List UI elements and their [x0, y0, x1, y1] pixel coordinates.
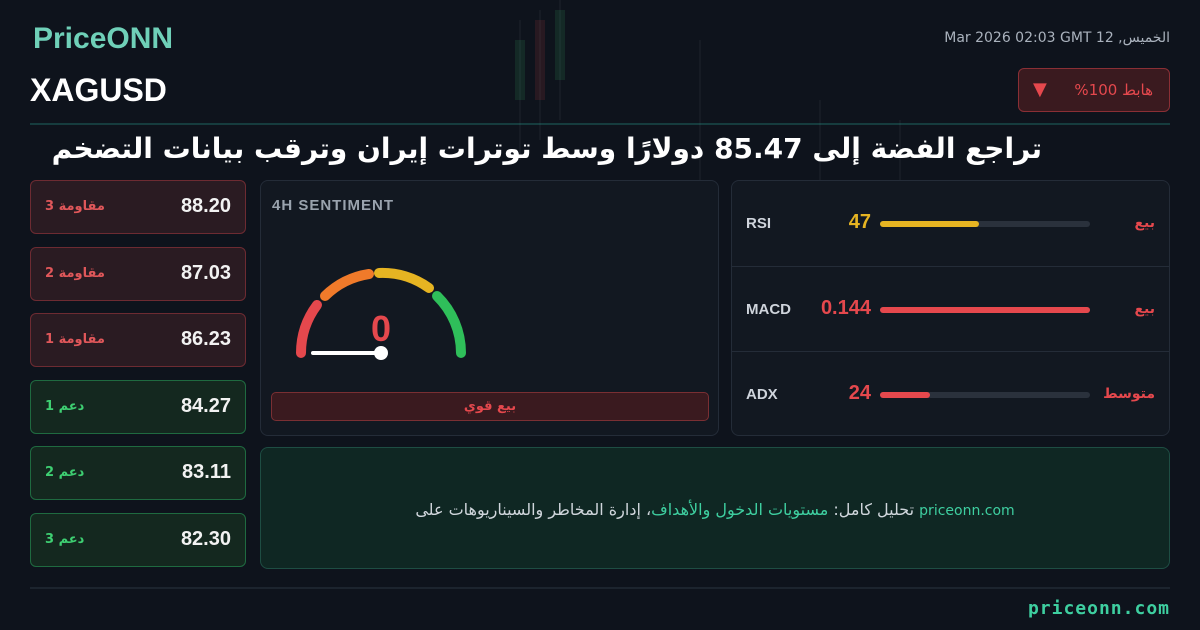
badge-arrow: ▼: [1033, 79, 1047, 100]
indicator-name: RSI: [746, 215, 772, 232]
sentiment-title: 4H SENTIMENT: [272, 197, 395, 214]
gauge: 0: [296, 267, 466, 360]
level-value: 86.23: [180, 328, 231, 351]
level-box: دعم 1 84.27: [30, 379, 246, 434]
level-value: 83.11: [182, 461, 231, 484]
level-label: دعم 2: [45, 465, 85, 481]
indicator-value: 0.144: [820, 297, 871, 319]
indicator-value: 24: [848, 382, 871, 404]
indicator-status: متوسط: [1103, 386, 1155, 402]
indicator-name: MACD: [746, 301, 791, 318]
level-box: مقاومة 3 88.20: [30, 180, 246, 234]
promo-panel: priceonn.com تحليل كامل: مستويات الدخول …: [260, 447, 1170, 569]
datetime: الخميس, 12 Mar 2026 02:03 GMT: [944, 30, 1170, 46]
level-label: مقاومة 3: [45, 199, 105, 214]
level-value: 88.20: [180, 195, 231, 217]
indicator-value: 47: [848, 211, 871, 233]
gauge-value: 0: [371, 308, 391, 349]
level-box: دعم 2 83.11: [30, 446, 246, 501]
sentiment-panel: 4H SENTIMENT 0 بيع قوي: [260, 180, 719, 436]
promo-prefix: تحليل كامل:: [828, 500, 915, 519]
level-box: دعم 3 82.30: [30, 513, 246, 567]
level-box: مقاومة 2 87.03: [30, 246, 246, 301]
level-label: مقاومة 1: [45, 332, 105, 348]
indicator-bar: [880, 307, 1090, 313]
indicator-track: [880, 221, 1090, 227]
trend-badge: ▼ %هابط 100: [1018, 68, 1170, 112]
level-box: مقاومة 1 86.23: [30, 313, 246, 368]
indicator-row: RSI 47 بيع: [732, 181, 1169, 266]
indicator-track: [880, 307, 1090, 313]
indicator-bar: [880, 221, 979, 227]
level-label: دعم 3: [45, 532, 85, 547]
indicator-row: MACD 0.144 بيع: [732, 266, 1169, 352]
brand: PriceONN: [33, 22, 174, 55]
promo-site: priceonn.com: [919, 503, 1015, 519]
promo-suffix: ، إدارة المخاطر والسيناريوهات على: [415, 500, 652, 519]
badge-text: %هابط 100: [1074, 81, 1153, 99]
level-value: 84.27: [180, 394, 231, 417]
gauge-pivot: [374, 346, 388, 360]
indicator-track: [880, 392, 1090, 398]
symbol: XAGUSD: [30, 72, 167, 108]
promo-highlight: مستويات الدخول والأهداف: [651, 500, 829, 519]
promo-text: priceonn.com تحليل كامل: مستويات الدخول …: [261, 500, 1169, 519]
indicator-row: ADX 24 متوسط: [732, 351, 1169, 437]
headline: تراجع الفضة إلى 85.47 دولارًا وسط توترات…: [51, 132, 1042, 165]
indicator-status: بيع: [1134, 301, 1155, 317]
indicator-name: ADX: [746, 386, 778, 403]
level-value: 82.30: [180, 528, 231, 550]
sentiment-label: بيع قوي: [271, 392, 709, 421]
indicator-status: بيع: [1134, 215, 1155, 231]
footer: priceonn.com: [1027, 598, 1170, 619]
level-value: 87.03: [180, 261, 231, 284]
indicator-panel: RSI 47 بيع MACD 0.144 بيع ADX 24 متوسط: [731, 180, 1170, 436]
indicator-bar: [880, 392, 931, 398]
level-label: دعم 1: [45, 398, 85, 414]
level-label: مقاومة 2: [45, 265, 105, 281]
